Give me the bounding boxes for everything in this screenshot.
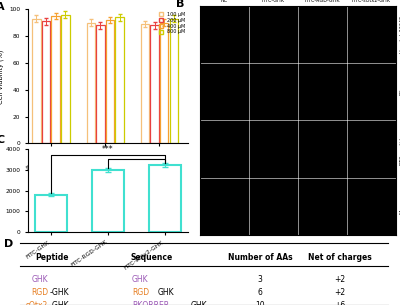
Bar	[86, 23, 95, 143]
Y-axis label: Cell viability (%): Cell viability (%)	[0, 49, 4, 103]
Text: +2: +2	[334, 288, 346, 297]
Text: Number of AAs: Number of AAs	[228, 253, 292, 262]
Text: GHK: GHK	[132, 275, 149, 285]
Text: NC: NC	[221, 0, 228, 3]
Text: FITC-GHK: FITC-GHK	[262, 0, 285, 3]
Bar	[61, 15, 70, 143]
Text: +2: +2	[334, 275, 346, 285]
Bar	[32, 19, 41, 143]
Bar	[149, 165, 181, 232]
Bar	[35, 195, 67, 232]
Text: 10: 10	[255, 301, 265, 305]
Text: 3: 3	[258, 275, 262, 285]
Text: GHK: GHK	[157, 288, 174, 297]
Bar	[141, 24, 149, 143]
Text: B: B	[176, 0, 185, 9]
Text: sOtx2: sOtx2	[26, 301, 48, 305]
Text: 6: 6	[258, 288, 262, 297]
Bar	[106, 20, 114, 143]
Text: ***: ***	[102, 145, 114, 154]
Bar	[115, 17, 124, 143]
Text: +6: +6	[334, 301, 346, 305]
Text: FITC-RGD-GHK: FITC-RGD-GHK	[305, 0, 340, 3]
Text: RKQRRER: RKQRRER	[132, 301, 169, 305]
Text: GHK: GHK	[191, 301, 208, 305]
Text: C: C	[0, 135, 4, 145]
Text: GHK: GHK	[31, 275, 48, 285]
Text: -GHK: -GHK	[50, 301, 70, 305]
Text: -GHK: -GHK	[50, 288, 70, 297]
Bar	[42, 21, 50, 143]
Text: A: A	[0, 2, 5, 13]
Bar	[52, 16, 60, 143]
Text: Peptide: Peptide	[35, 253, 69, 262]
Text: RGD: RGD	[132, 288, 149, 297]
Text: Sequence: Sequence	[131, 253, 173, 262]
Bar	[96, 25, 104, 143]
Text: FITC-sOtx2-GHK: FITC-sOtx2-GHK	[352, 0, 391, 3]
Bar	[160, 23, 168, 143]
Legend: 100 μM, 200 μM, 400 μM, 800 μM: 100 μM, 200 μM, 400 μM, 800 μM	[158, 12, 186, 34]
Text: Net of charges: Net of charges	[308, 253, 372, 262]
Text: D: D	[4, 239, 13, 249]
Text: RGD: RGD	[31, 288, 48, 297]
Bar	[150, 25, 159, 143]
Bar	[170, 19, 178, 143]
Bar	[92, 170, 124, 232]
